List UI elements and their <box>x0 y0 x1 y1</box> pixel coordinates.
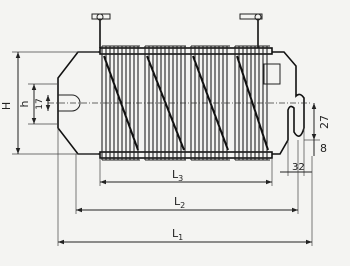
right-plate <box>272 51 305 155</box>
terminal-left <box>91 13 111 48</box>
dim-H: H <box>0 51 98 155</box>
coil-wire <box>236 55 269 151</box>
dim-17: 17 <box>35 95 51 111</box>
resistor-body <box>57 13 305 161</box>
label-L1-sub: 1 <box>178 233 183 242</box>
label-H: H <box>0 102 13 110</box>
label-L3-main: L <box>172 168 179 181</box>
left-slot <box>58 94 81 112</box>
label-32: 32 <box>292 162 305 173</box>
coil-wire <box>146 55 185 151</box>
label-L1-main: L <box>172 227 179 240</box>
label-L2-sub: 2 <box>180 201 185 210</box>
label-8: 8 <box>320 142 327 155</box>
label-h: h <box>18 100 31 107</box>
label-L1: L1 <box>172 227 183 242</box>
label-L3-sub: 3 <box>178 174 183 183</box>
label-L2: L2 <box>174 195 185 210</box>
dim-32: 32 <box>280 128 312 176</box>
dim-27: 27 <box>304 103 331 141</box>
name-plate <box>263 63 281 85</box>
dim-8: 8 <box>313 140 327 156</box>
label-L2-main: L <box>174 195 181 208</box>
dim-L2: L2 <box>75 140 299 214</box>
bottom-bar <box>99 151 273 159</box>
label-27: 27 <box>318 115 331 129</box>
top-bar <box>99 47 273 55</box>
coil-wire <box>103 55 139 151</box>
dim-h: h <box>18 83 58 125</box>
label-17: 17 <box>35 98 45 109</box>
dim-L3: L3 <box>99 158 273 186</box>
terminal-right <box>239 13 263 48</box>
dim-L1: L1 <box>57 128 313 246</box>
label-L3: L3 <box>172 168 183 183</box>
